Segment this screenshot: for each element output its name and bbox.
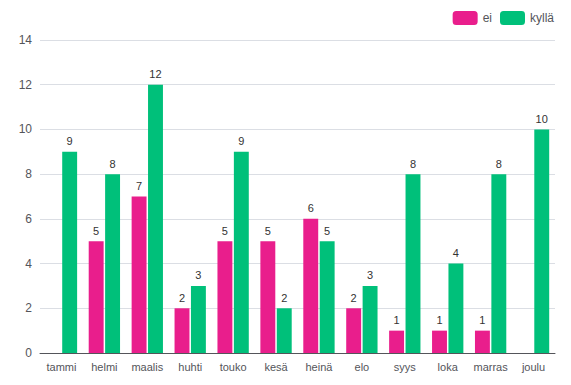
svg-text:4: 4 (25, 257, 32, 271)
svg-text:heinä: heinä (305, 361, 333, 373)
svg-text:8: 8 (410, 158, 416, 170)
svg-text:joulu: joulu (521, 361, 545, 373)
svg-text:8: 8 (25, 167, 32, 181)
svg-text:loka: loka (438, 361, 459, 373)
svg-text:touko: touko (220, 361, 247, 373)
svg-text:kyllä: kyllä (530, 11, 554, 25)
svg-text:9: 9 (67, 135, 73, 147)
svg-text:huhti: huhti (178, 361, 202, 373)
svg-text:2: 2 (351, 292, 357, 304)
svg-text:14: 14 (19, 33, 33, 47)
svg-text:12: 12 (149, 68, 161, 80)
svg-text:6: 6 (25, 212, 32, 226)
svg-text:helmi: helmi (91, 361, 117, 373)
svg-text:10: 10 (536, 113, 548, 125)
svg-text:10: 10 (19, 122, 33, 136)
svg-text:5: 5 (93, 225, 99, 237)
svg-text:syys: syys (394, 361, 417, 373)
svg-text:1: 1 (479, 314, 485, 326)
svg-text:tammi: tammi (46, 361, 76, 373)
svg-text:7: 7 (136, 180, 142, 192)
svg-text:5: 5 (222, 225, 228, 237)
svg-text:2: 2 (25, 301, 32, 315)
svg-text:8: 8 (110, 158, 116, 170)
svg-text:9: 9 (238, 135, 244, 147)
svg-text:0: 0 (25, 346, 32, 360)
svg-text:12: 12 (19, 78, 33, 92)
svg-text:6: 6 (308, 202, 314, 214)
svg-text:kesä: kesä (264, 361, 288, 373)
svg-text:5: 5 (265, 225, 271, 237)
svg-text:marras: marras (474, 361, 509, 373)
svg-text:maalis: maalis (131, 361, 163, 373)
svg-text:5: 5 (324, 225, 330, 237)
svg-text:4: 4 (453, 247, 459, 259)
svg-text:2: 2 (179, 292, 185, 304)
svg-text:8: 8 (496, 158, 502, 170)
svg-text:2: 2 (281, 292, 287, 304)
svg-text:elo: elo (355, 361, 370, 373)
svg-text:3: 3 (195, 269, 201, 281)
svg-text:3: 3 (367, 269, 373, 281)
svg-text:ei: ei (483, 11, 492, 25)
svg-text:1: 1 (436, 314, 442, 326)
svg-text:1: 1 (394, 314, 400, 326)
